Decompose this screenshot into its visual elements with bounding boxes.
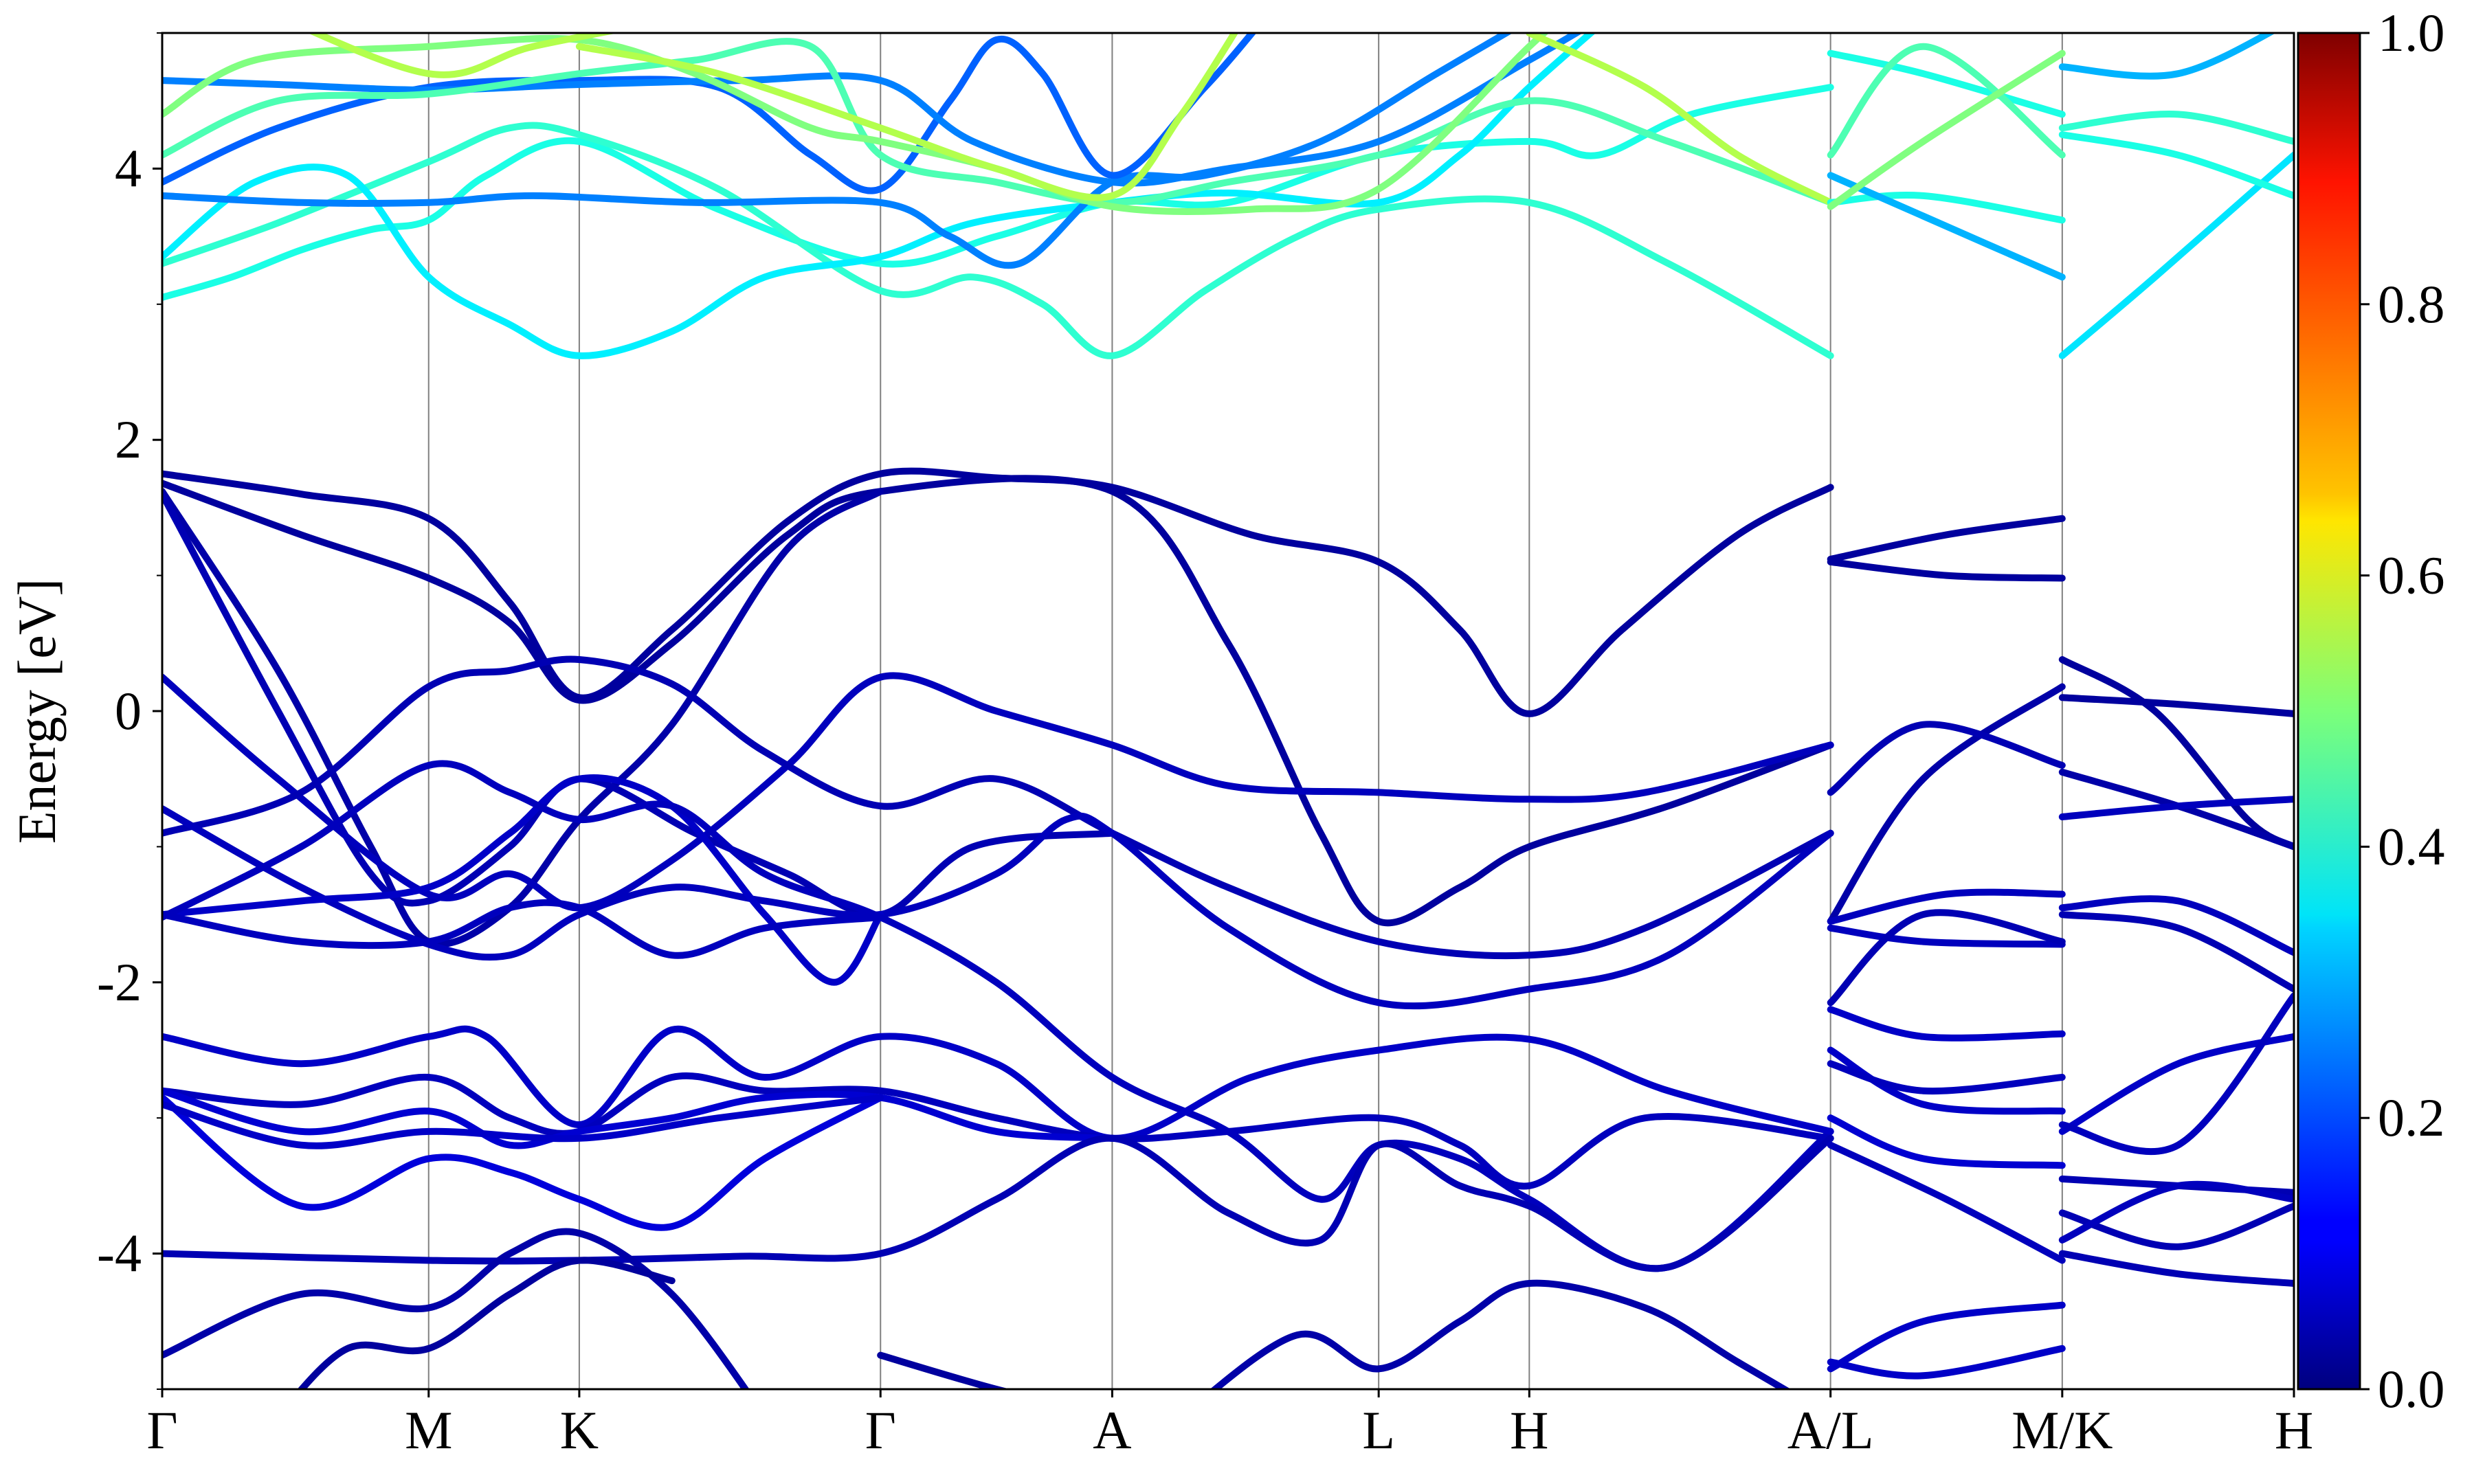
x-tick-label: Γ bbox=[146, 1400, 177, 1460]
band-line bbox=[1827, 683, 2066, 925]
band-line bbox=[162, 33, 1513, 269]
band-line bbox=[1827, 924, 2066, 948]
band-line bbox=[162, 467, 1834, 717]
x-tick-label: K bbox=[560, 1400, 599, 1460]
band-line bbox=[162, 33, 1583, 187]
colorbar-tick-label: 0.0 bbox=[2378, 1359, 2445, 1419]
band-line bbox=[877, 1351, 1010, 1389]
band-line bbox=[2058, 656, 2294, 851]
band-line bbox=[162, 1228, 750, 1389]
band-line bbox=[2058, 992, 2294, 1156]
band-line bbox=[1827, 1345, 2066, 1380]
band-line bbox=[162, 122, 1834, 359]
x-tick-label: Γ bbox=[865, 1400, 896, 1460]
band-line bbox=[162, 805, 1834, 1010]
band-line bbox=[162, 672, 1834, 912]
band-line bbox=[162, 1025, 1834, 1142]
band-line bbox=[1210, 1279, 1792, 1389]
band-line bbox=[162, 774, 884, 986]
band-line bbox=[2058, 131, 2294, 199]
band-line bbox=[162, 1134, 1834, 1272]
band-line bbox=[162, 84, 1834, 301]
band-line bbox=[162, 1094, 884, 1149]
colorbar-ticks: 0.0 0.2 0.4 0.6 0.8 1.0 bbox=[2360, 3, 2445, 1419]
band-line bbox=[162, 1072, 1834, 1190]
x-axis-ticks: Γ M K Γ A L H A/L M/K H bbox=[146, 1389, 2313, 1460]
band-line bbox=[162, 655, 1834, 960]
band-line bbox=[1827, 1301, 2066, 1373]
y-tick-label: -2 bbox=[97, 952, 142, 1012]
colorbar-tick-label: 0.6 bbox=[2378, 546, 2445, 605]
band-line bbox=[2058, 911, 2294, 993]
y-tick-label: -4 bbox=[97, 1224, 142, 1283]
x-tick-label: H bbox=[1510, 1400, 1548, 1460]
band-line bbox=[1827, 721, 2066, 796]
band-line bbox=[2058, 1180, 2294, 1244]
band-line bbox=[162, 760, 1834, 1272]
colorbar-tick-label: 0.4 bbox=[2378, 816, 2445, 876]
band-line bbox=[2058, 796, 2294, 820]
band-line bbox=[1827, 49, 2066, 118]
band-line bbox=[1827, 909, 2066, 1007]
band-line bbox=[1827, 1046, 2066, 1115]
colorbar-tick-label: 1.0 bbox=[2378, 3, 2445, 63]
x-tick-label: H bbox=[2275, 1400, 2313, 1460]
y-tick-label: 2 bbox=[115, 409, 142, 469]
band-line bbox=[162, 1087, 1116, 1149]
band-line bbox=[2058, 694, 2294, 717]
colorbar-tick-label: 0.8 bbox=[2378, 274, 2445, 334]
band-line bbox=[575, 33, 1239, 201]
x-tick-label: M/K bbox=[2011, 1400, 2113, 1460]
band-line bbox=[2058, 1250, 2294, 1287]
band-line bbox=[2058, 111, 2294, 145]
y-tick-label: 4 bbox=[115, 138, 142, 198]
band-line bbox=[1827, 1060, 2066, 1095]
band-line bbox=[1827, 1141, 2066, 1264]
high-symmetry-lines bbox=[427, 33, 2063, 1389]
band-line bbox=[1827, 49, 2066, 210]
band-line bbox=[162, 1094, 884, 1231]
band-line bbox=[1827, 172, 2066, 281]
colorbar-tick-label: 0.2 bbox=[2378, 1088, 2445, 1147]
band-line bbox=[1827, 1114, 2066, 1169]
band-line bbox=[307, 33, 618, 78]
band-line bbox=[1827, 1006, 2066, 1042]
x-tick-label: L bbox=[1362, 1400, 1395, 1460]
band-line bbox=[1526, 33, 1834, 206]
x-tick-label: A/L bbox=[1787, 1400, 1874, 1460]
band-line bbox=[162, 33, 1550, 215]
band-line bbox=[1827, 515, 2066, 563]
band-line bbox=[1827, 888, 2066, 925]
band-line bbox=[2058, 1202, 2294, 1250]
band-line bbox=[1827, 558, 2066, 582]
colorbar bbox=[2297, 32, 2361, 1391]
x-tick-label: M bbox=[405, 1400, 452, 1460]
y-axis-label: Energy [eV] bbox=[7, 578, 67, 844]
band-line bbox=[1827, 192, 2066, 224]
band-line bbox=[297, 1257, 676, 1389]
band-line bbox=[2058, 33, 2276, 80]
band-line bbox=[2058, 895, 2294, 956]
band-lines bbox=[162, 33, 2294, 1389]
band-line bbox=[1827, 43, 2066, 159]
band-line bbox=[162, 475, 1834, 927]
y-tick-label: 0 bbox=[115, 681, 142, 741]
x-tick-label: A bbox=[1093, 1400, 1131, 1460]
band-line bbox=[162, 899, 884, 959]
y-axis-ticks: -4 -2 0 2 4 bbox=[97, 32, 162, 1390]
band-line bbox=[162, 33, 1596, 359]
band-line bbox=[162, 38, 1834, 206]
